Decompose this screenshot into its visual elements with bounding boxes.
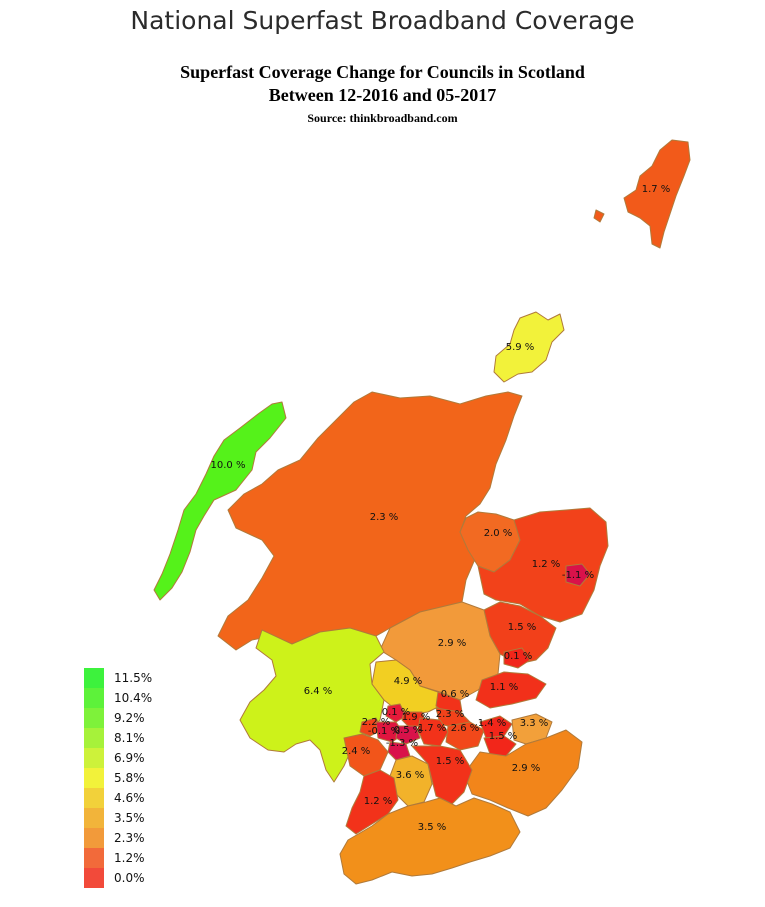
legend-swatch: [84, 748, 104, 768]
legend-label: 0.0%: [114, 871, 145, 885]
region-dundee[interactable]: [503, 647, 531, 669]
region-south-lanarkshire[interactable]: [411, 745, 473, 805]
legend-swatch: [84, 668, 104, 688]
region-label-inverclyde: 2.2 %: [362, 717, 391, 728]
legend-swatch: [84, 868, 104, 888]
legend-label: 9.2%: [114, 711, 145, 725]
legend-label: 4.6%: [114, 791, 145, 805]
region-label-east-ayrshire: 3.6 %: [396, 770, 425, 781]
region-label-stirling: 4.9 %: [394, 676, 423, 687]
region-label-shetland: 1.7 %: [642, 184, 671, 195]
legend-label: 2.3%: [114, 831, 145, 845]
region-label-south-ayrshire: 1.2 %: [364, 796, 393, 807]
region-label-eilean-siar: 10.0 %: [211, 460, 246, 471]
map-date-range: Between 12-2016 and 05-2017: [268, 85, 497, 105]
region-fife[interactable]: [475, 671, 547, 709]
region-aberdeenshire[interactable]: [477, 507, 609, 623]
legend-swatch: [84, 768, 104, 788]
legend-label: 6.9%: [114, 751, 145, 765]
legend-label: 10.4%: [114, 691, 153, 705]
region-label-west-dunbartonshire: 0.1 %: [382, 707, 411, 718]
region-label-moray: 2.0 %: [484, 528, 513, 539]
region-label-orkney: 5.9 %: [506, 342, 535, 353]
region-label-dundee: 0.1 %: [504, 651, 533, 662]
map-source: Source: thinkbroadband.com: [307, 111, 458, 125]
legend-label: 11.5%: [114, 671, 153, 685]
region-label-angus: 1.5 %: [508, 622, 537, 633]
legend-label: 3.5%: [114, 811, 145, 825]
region-scottish-borders[interactable]: [463, 729, 583, 817]
legend-label: 8.1%: [114, 731, 145, 745]
region-label-east-lothian: 3.3 %: [520, 718, 549, 729]
region-dumfries-galloway[interactable]: [339, 797, 521, 885]
region-west-dunbartonshire[interactable]: [385, 703, 407, 723]
map-title: National Superfast Broadband Coverage: [130, 6, 635, 35]
region-label-north-ayrshire: 2.4 %: [342, 746, 371, 757]
region-label-east-renfrewshire: -1.3 %: [386, 738, 418, 749]
region-label-aberdeenshire: 1.2 %: [532, 559, 561, 570]
legend-swatch: [84, 828, 104, 848]
region-label-dumfries-galloway: 3.5 %: [418, 822, 447, 833]
region-shetland-island[interactable]: [593, 209, 605, 223]
legend-swatch: [84, 708, 104, 728]
legend-swatch: [84, 728, 104, 748]
map-subtitle: Superfast Coverage Change for Councils i…: [180, 62, 585, 82]
region-label-argyll-bute: 6.4 %: [304, 686, 333, 697]
region-label-perth-kinross: 2.9 %: [438, 638, 467, 649]
legend-label: 1.2%: [114, 851, 145, 865]
region-edinburgh[interactable]: [479, 715, 513, 739]
region-label-south-lanarkshire: 1.5 %: [436, 756, 465, 767]
legend-swatch: [84, 688, 104, 708]
region-label-midlothian: 1.5 %: [489, 731, 518, 742]
region-label-glasgow: 0.5 %: [394, 725, 423, 736]
region-glasgow[interactable]: [395, 725, 421, 745]
region-south-ayrshire[interactable]: [345, 769, 399, 835]
region-label-falkirk: 2.3 %: [436, 709, 465, 720]
region-eilean-siar[interactable]: [153, 401, 287, 601]
region-label-north-lanarkshire: 1.7 %: [418, 723, 447, 734]
region-label-scottish-borders: 2.9 %: [512, 763, 541, 774]
region-label-highland: 2.3 %: [370, 512, 399, 523]
legend-swatch: [84, 848, 104, 868]
region-label-aberdeen-city: -1.1 %: [562, 570, 594, 581]
legend-swatch: [84, 808, 104, 828]
region-label-renfrewshire: -0.1 %: [368, 726, 400, 737]
region-label-edinburgh: 1.4 %: [478, 718, 507, 729]
region-label-fife: 1.1 %: [490, 682, 519, 693]
region-shetland[interactable]: [623, 139, 691, 249]
region-north-ayrshire[interactable]: [343, 733, 389, 777]
region-orkney[interactable]: [493, 311, 565, 383]
region-midlothian[interactable]: [483, 735, 517, 757]
region-label-west-lothian: 2.6 %: [451, 723, 480, 734]
region-label-east-dunbartonshire: 1.9 %: [402, 712, 431, 723]
region-label-clackmannanshire: 0.6 %: [441, 689, 470, 700]
region-aberdeen-city[interactable]: [565, 563, 591, 587]
legend-label: 5.8%: [114, 771, 145, 785]
region-west-lothian[interactable]: [445, 721, 485, 751]
legend-swatch: [84, 788, 104, 808]
